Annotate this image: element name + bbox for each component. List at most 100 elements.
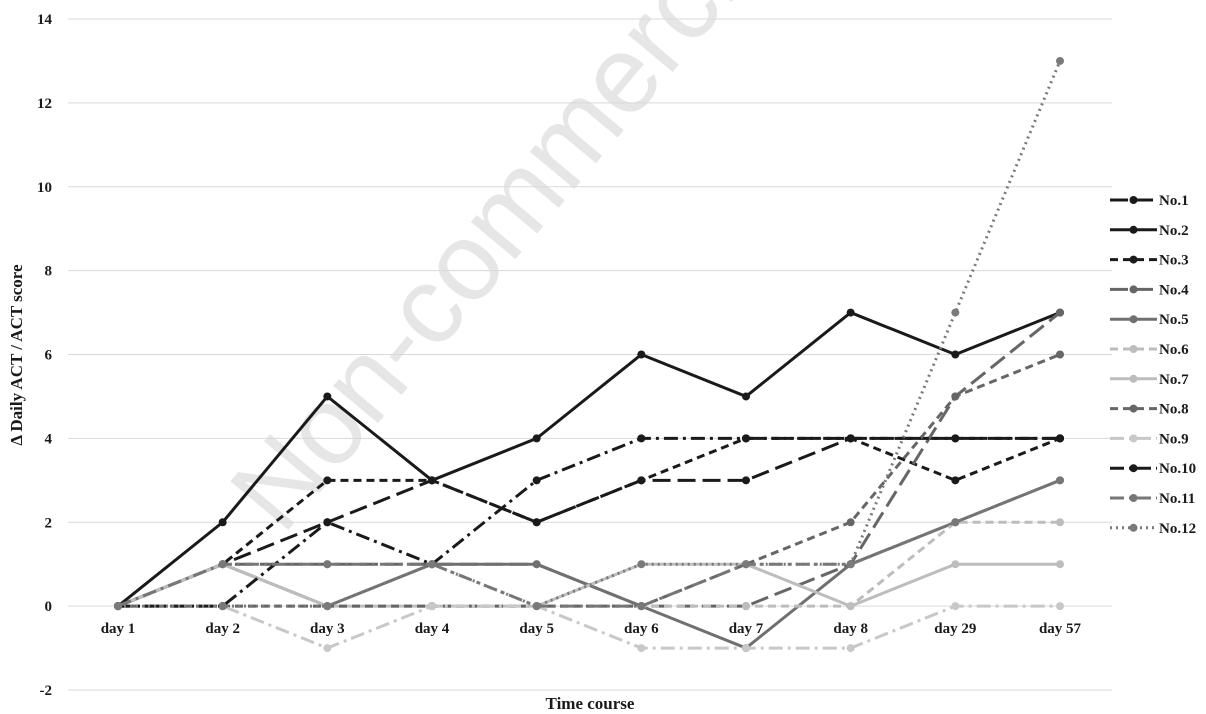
- legend-label: No.5: [1159, 312, 1189, 328]
- data-point: [742, 602, 750, 611]
- series-line: [118, 604, 1060, 650]
- x-tick-label: day 4: [415, 621, 450, 637]
- data-point: [637, 560, 646, 569]
- data-point: [114, 602, 122, 611]
- series-line: [117, 436, 1061, 608]
- legend-item: No.8: [1110, 402, 1189, 418]
- legend-marker: [1129, 225, 1138, 234]
- data-point: [323, 518, 332, 527]
- data-point: [1056, 518, 1064, 527]
- data-point: [742, 560, 750, 569]
- x-tick-label: day 1: [101, 621, 136, 637]
- data-point: [951, 602, 960, 611]
- legend-item: No.11: [1110, 491, 1195, 507]
- data-point: [951, 308, 960, 317]
- data-point: [951, 434, 960, 443]
- data-point: [951, 392, 960, 401]
- legend-marker: [1129, 255, 1138, 264]
- series-no7: [114, 560, 1064, 611]
- data-point: [742, 476, 750, 485]
- x-tick-label: day 6: [624, 621, 659, 637]
- watermark-text: Non-commercial: [207, 0, 816, 552]
- legend-label: No.6: [1159, 342, 1189, 358]
- legend-label: No.11: [1159, 491, 1195, 507]
- data-point: [428, 560, 436, 569]
- y-tick-label: 14: [37, 12, 53, 28]
- legend-item: No.12: [1110, 521, 1196, 537]
- data-point: [323, 560, 332, 569]
- legend-marker: [1129, 315, 1138, 324]
- data-point: [1056, 350, 1064, 359]
- legend-marker: [1129, 523, 1138, 532]
- legend-marker: [1129, 374, 1138, 383]
- legend-marker: [1129, 494, 1138, 502]
- legend-label: No.4: [1159, 282, 1189, 298]
- data-point: [428, 602, 436, 611]
- y-tick-label: 4: [45, 431, 53, 447]
- data-point: [323, 476, 332, 485]
- legend: No.1 No.2 No.3 No.4 No.5 No.6 No.7 No.8 No.9 No.1…: [1110, 193, 1196, 537]
- data-point: [218, 602, 227, 611]
- y-tick-labels: -2 0 2 4 6 8 10 12 14: [37, 12, 53, 699]
- legend-label: No.12: [1159, 521, 1196, 537]
- data-point: [532, 602, 541, 611]
- series-line: [117, 478, 1061, 608]
- data-point: [951, 476, 960, 485]
- series-lines: [114, 56, 1064, 653]
- y-tick-label: 12: [37, 96, 52, 112]
- legend-item: No.6: [1110, 342, 1189, 358]
- x-tick-labels: day 1 day 2 day 3 day 4 day 5 day 6 day 7 day 8…: [101, 621, 1082, 637]
- x-tick-label: day 29: [934, 621, 976, 637]
- legend-label: No.9: [1159, 431, 1189, 447]
- legend-marker: [1129, 464, 1138, 473]
- data-point: [846, 308, 855, 317]
- data-point: [323, 602, 332, 611]
- legend-item: No.4: [1110, 282, 1189, 298]
- series-line: [118, 60, 1062, 608]
- series-no12: [114, 56, 1064, 611]
- data-point: [323, 392, 332, 401]
- data-point: [846, 560, 855, 569]
- data-point: [637, 602, 646, 611]
- legend-label: No.7: [1159, 372, 1189, 388]
- x-tick-label: day 57: [1039, 621, 1082, 637]
- data-point: [846, 602, 855, 611]
- data-point: [1056, 476, 1064, 485]
- y-tick-label: 2: [45, 515, 53, 531]
- legend-item: No.1: [1110, 193, 1189, 209]
- legend-item: No.10: [1110, 461, 1196, 477]
- data-point: [532, 434, 541, 443]
- data-point: [637, 434, 646, 443]
- x-axis-title: Time course: [546, 694, 635, 713]
- series-no9: [114, 602, 1064, 653]
- data-point: [1056, 560, 1064, 569]
- series-line: [117, 562, 1060, 608]
- y-tick-label: 0: [45, 599, 53, 615]
- data-point: [951, 560, 960, 569]
- x-tick-label: day 8: [833, 621, 868, 637]
- data-point: [532, 518, 541, 527]
- y-axis-title: Δ Daily ACT / ACT score: [7, 264, 26, 446]
- data-point: [742, 644, 750, 653]
- data-point: [637, 350, 646, 359]
- x-tick-label: day 7: [729, 621, 764, 637]
- y-tick-label: 10: [37, 180, 52, 196]
- data-point: [846, 434, 855, 443]
- data-point: [951, 518, 960, 527]
- x-tick-label: day 3: [310, 621, 345, 637]
- legend-label: No.1: [1159, 193, 1189, 209]
- data-point: [1056, 434, 1064, 443]
- legend-item: No.3: [1110, 253, 1189, 269]
- series-line: [117, 311, 1061, 608]
- data-point: [742, 392, 750, 401]
- y-tick-label: 8: [45, 264, 53, 280]
- data-point: [846, 644, 855, 653]
- data-point: [1056, 56, 1064, 65]
- legend-label: No.10: [1159, 461, 1196, 477]
- y-tick-label: -2: [40, 683, 53, 699]
- data-point: [637, 644, 646, 653]
- data-point: [846, 518, 855, 527]
- data-point: [1056, 308, 1064, 317]
